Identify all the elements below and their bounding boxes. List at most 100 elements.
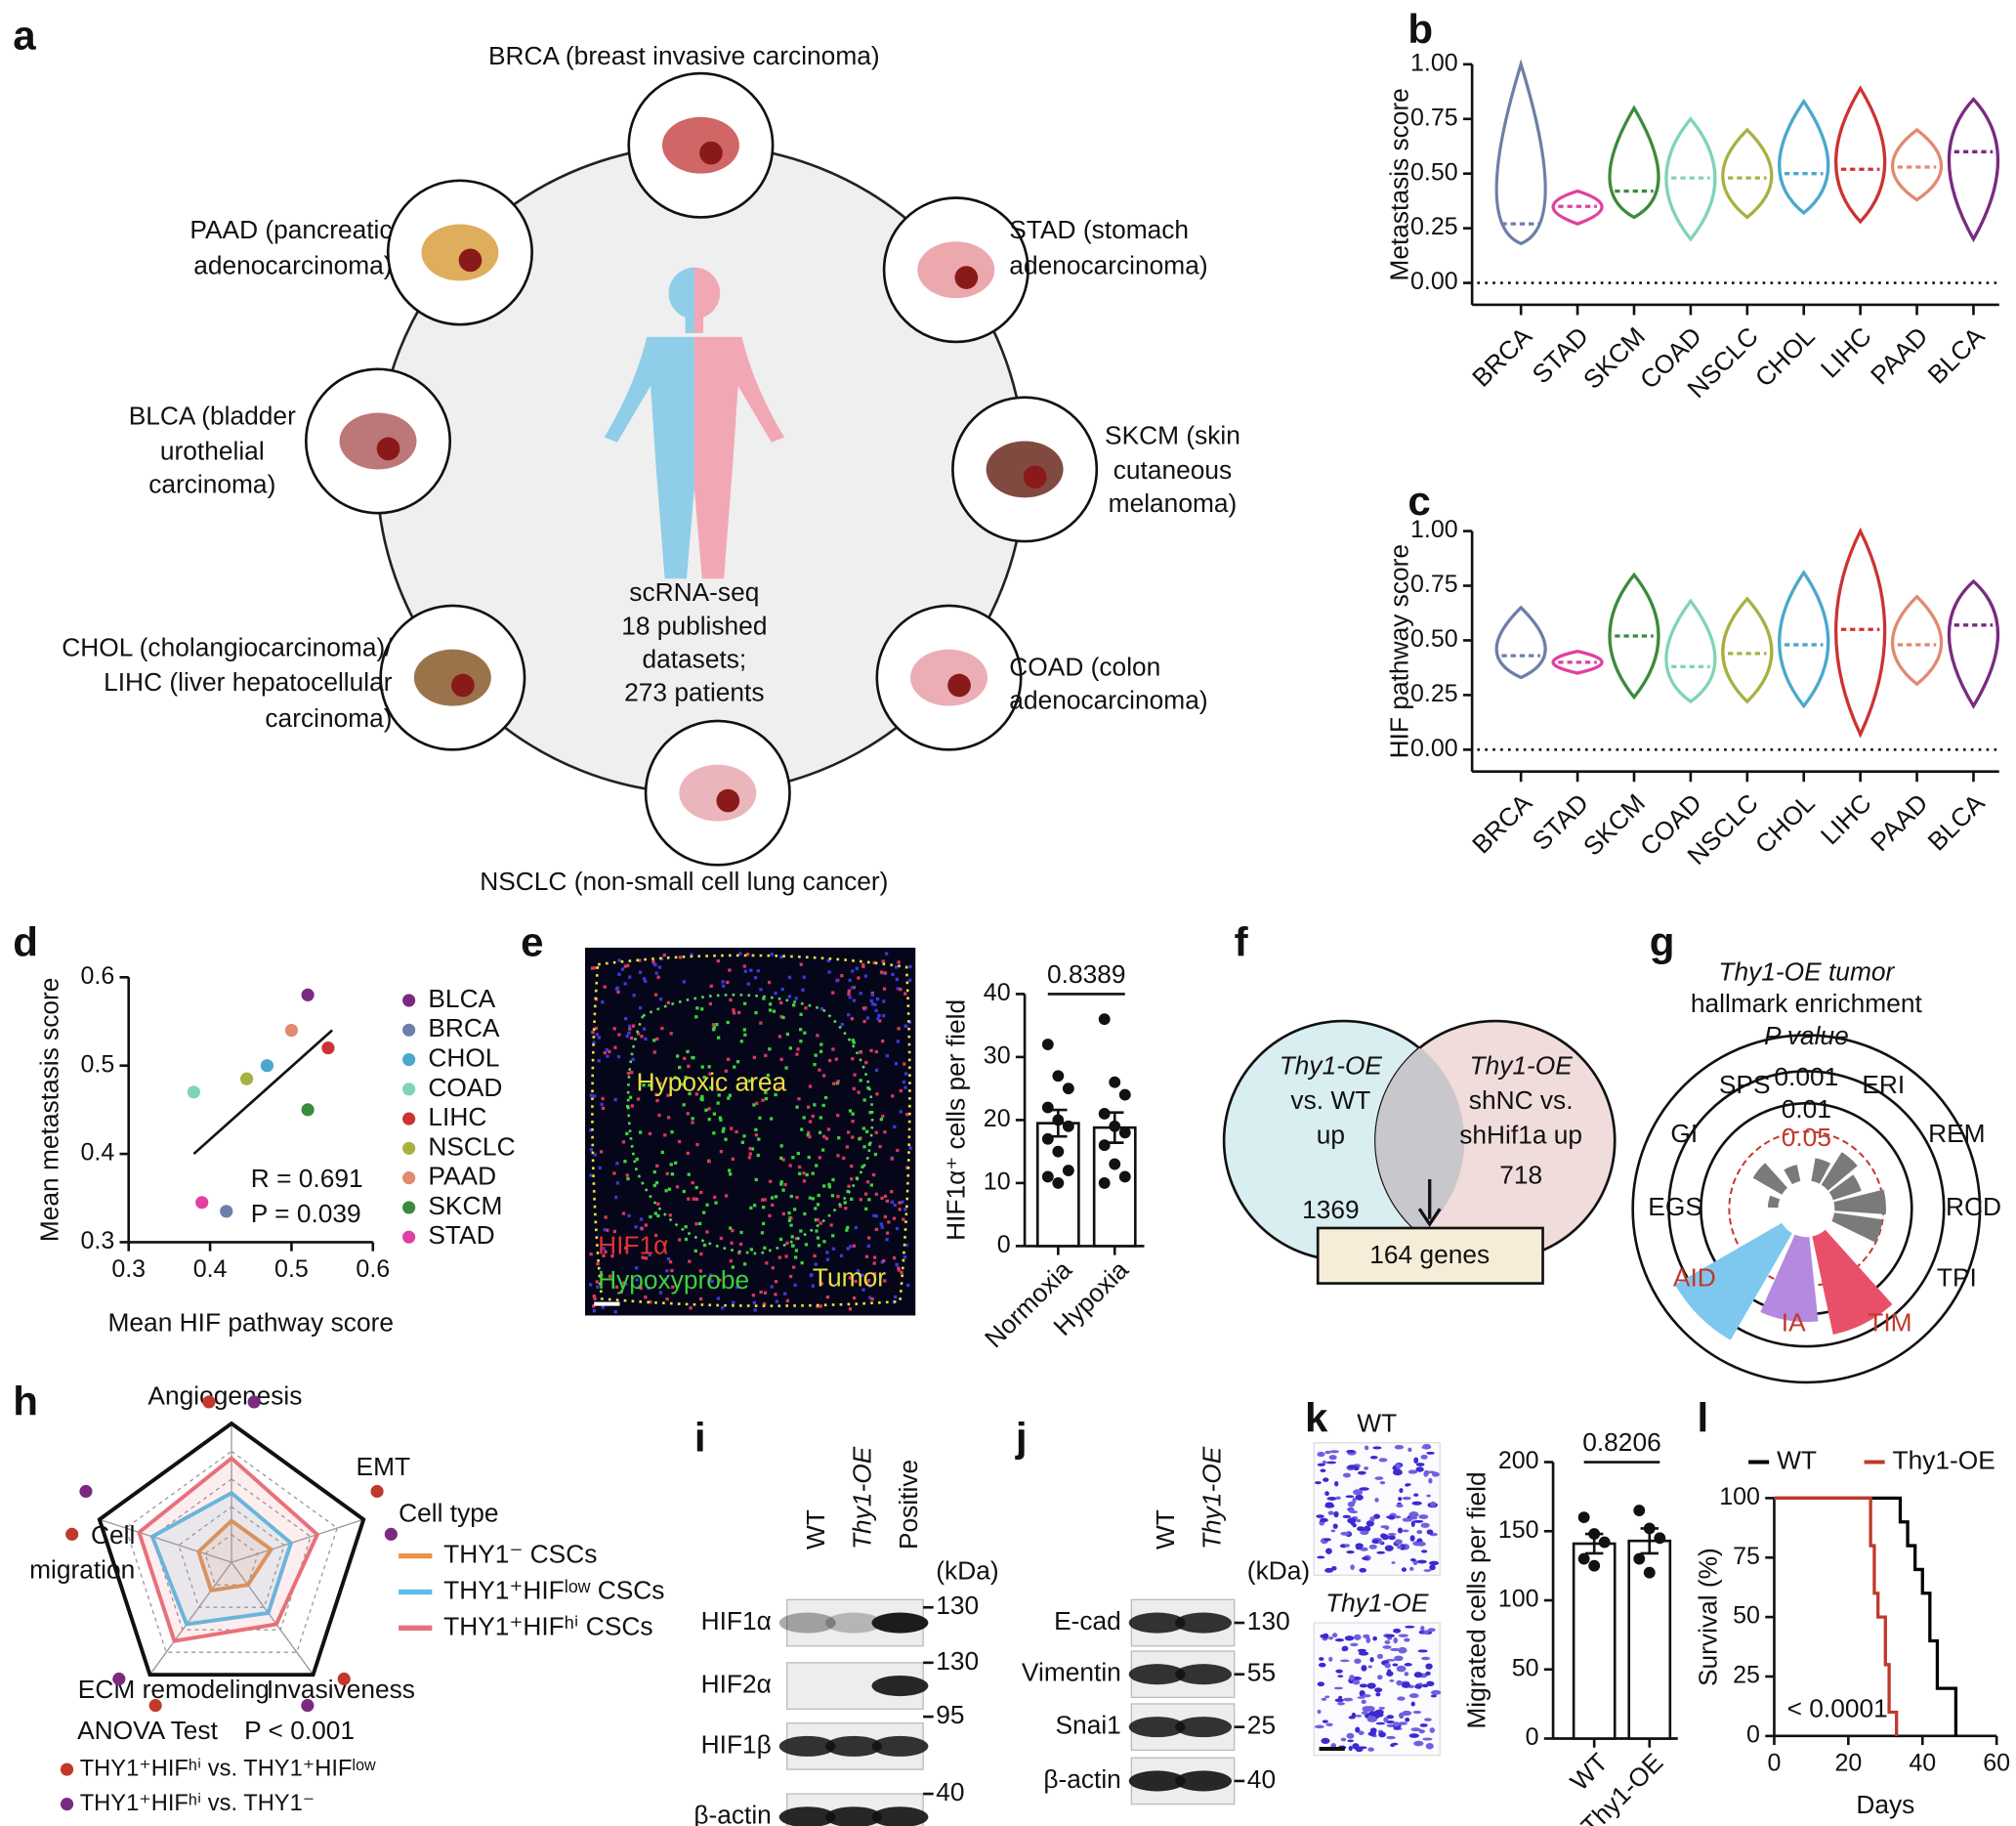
point <box>1598 1536 1611 1549</box>
cell-signal <box>714 1201 718 1205</box>
test-label: ANOVA Test <box>77 1716 218 1745</box>
cell-signal <box>642 1027 647 1031</box>
cell-signal <box>616 1054 621 1059</box>
cell-signal <box>850 1165 854 1168</box>
panel-label: h <box>13 1378 38 1423</box>
cell-signal <box>705 1230 709 1234</box>
cell <box>1362 1694 1371 1698</box>
hallmark-bar <box>1831 1212 1883 1243</box>
cell-signal <box>819 1221 822 1225</box>
cell-signal <box>802 975 806 979</box>
lane-label: WT <box>1151 1509 1180 1550</box>
point <box>321 1041 335 1055</box>
cell <box>1413 1457 1419 1465</box>
cell <box>1340 1737 1347 1742</box>
point <box>1041 1101 1054 1114</box>
cell-signal <box>870 991 874 996</box>
cell <box>1407 1447 1412 1453</box>
neck <box>685 315 694 333</box>
cell <box>1418 1514 1429 1519</box>
cell-signal <box>874 1214 878 1218</box>
cell-signal <box>692 1197 695 1201</box>
point <box>1052 1145 1065 1158</box>
legend-marker <box>402 1052 416 1067</box>
cell-signal <box>655 1037 659 1041</box>
lesion <box>458 248 483 273</box>
cell <box>1408 1511 1419 1518</box>
cell <box>1416 1559 1427 1564</box>
cell <box>1361 1665 1367 1672</box>
cell-signal <box>865 1280 869 1285</box>
hallmark-label: TPI <box>1937 1263 1977 1293</box>
cell-signal <box>799 1040 803 1043</box>
radar-axis-label: Angiogenesis <box>147 1381 302 1411</box>
cell-signal <box>749 1248 754 1252</box>
cell-signal <box>678 955 683 959</box>
y-tick-label: 0.00 <box>1410 268 1458 295</box>
cell <box>1317 1709 1322 1715</box>
cell <box>1399 1712 1405 1720</box>
cell <box>1408 1693 1419 1699</box>
cell <box>1368 1712 1377 1716</box>
cell-signal <box>800 1260 804 1265</box>
cell <box>1369 1516 1375 1522</box>
cell <box>1386 1671 1394 1677</box>
cell-signal <box>813 1253 817 1258</box>
cell-signal <box>784 1254 788 1258</box>
cell-signal <box>778 1237 783 1242</box>
cell-signal <box>621 1140 626 1144</box>
cell-signal <box>592 1040 596 1044</box>
y-tick-label: 25 <box>1733 1662 1760 1689</box>
cell-signal <box>751 1294 756 1297</box>
cell-signal <box>595 1033 599 1037</box>
cell-signal <box>873 1002 877 1006</box>
cell-signal <box>774 1195 778 1199</box>
cell-signal <box>719 1150 724 1154</box>
cell-signal <box>626 963 630 967</box>
cell-signal <box>799 1028 803 1032</box>
cell-signal <box>847 1184 851 1188</box>
cell-signal <box>700 1094 704 1099</box>
cell <box>1361 1699 1366 1705</box>
cell-signal <box>847 1013 851 1017</box>
human-half <box>604 267 694 579</box>
significance-dot <box>337 1672 351 1686</box>
organ <box>421 224 499 281</box>
cell <box>1383 1717 1389 1722</box>
cell <box>1355 1544 1363 1550</box>
cell-signal <box>687 1172 691 1176</box>
cell <box>1384 1663 1391 1669</box>
cancer-label: LIHC (liver hepatocellular <box>104 667 393 697</box>
cell-signal <box>769 1179 773 1183</box>
cell-signal <box>898 1201 902 1205</box>
cell-signal <box>628 975 632 979</box>
cell-signal <box>835 1081 840 1085</box>
tumor-outline <box>591 954 911 1307</box>
cell <box>1358 1746 1367 1750</box>
cell-signal <box>694 1185 698 1190</box>
organ <box>917 241 995 299</box>
cell-signal <box>816 1236 820 1240</box>
cell-signal <box>819 1116 822 1120</box>
plot-title: hallmark enrichment <box>1691 989 1923 1018</box>
cell-signal <box>879 970 884 974</box>
cell-signal <box>640 1226 644 1231</box>
cell-signal <box>831 1234 835 1238</box>
cell-signal <box>883 1279 887 1283</box>
cell-signal <box>596 1285 600 1289</box>
cell-signal <box>698 1296 703 1301</box>
radar-axis-label: ECM remodeling <box>78 1675 270 1704</box>
cell-signal <box>869 1183 874 1187</box>
cell-signal <box>872 960 876 965</box>
cell-signal <box>847 1130 851 1134</box>
cell-signal <box>687 1064 691 1068</box>
cell-signal <box>885 1231 890 1235</box>
cell-signal <box>632 994 636 998</box>
cell <box>1386 1735 1396 1740</box>
radar-series <box>137 1455 320 1643</box>
cell-signal <box>882 999 886 1003</box>
cell-signal <box>665 1269 669 1273</box>
cell-signal <box>759 1290 763 1295</box>
bar <box>1627 1539 1672 1740</box>
